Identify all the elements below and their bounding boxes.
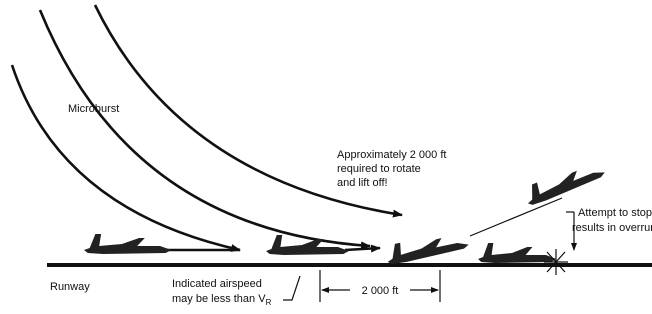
runway-label: Runway bbox=[50, 281, 90, 293]
subscript: R bbox=[266, 298, 272, 307]
airplane bbox=[522, 158, 606, 208]
runway bbox=[47, 263, 652, 267]
airplane bbox=[84, 234, 171, 254]
note-text: may be less than V bbox=[172, 293, 266, 305]
crash-burst bbox=[544, 249, 568, 275]
note-line: results in overrun bbox=[572, 222, 652, 234]
page: 2 000 ft Microburst Approximately 2 000 … bbox=[0, 0, 652, 314]
microburst-label: Microburst bbox=[68, 103, 119, 115]
climb-path bbox=[470, 198, 562, 236]
distance-label: 2 000 ft bbox=[362, 285, 399, 297]
note-line: Approximately 2 000 ft bbox=[337, 149, 446, 161]
diagram: 2 000 ft Microburst Approximately 2 000 … bbox=[0, 0, 652, 314]
leader-line bbox=[283, 276, 300, 300]
note-line: and lift off! bbox=[337, 177, 388, 189]
airplane bbox=[478, 243, 556, 263]
wind-curve bbox=[40, 10, 370, 246]
note-line: Indicated airspeed bbox=[172, 278, 262, 290]
wind-curve bbox=[12, 65, 240, 250]
airplane bbox=[384, 229, 469, 266]
note-line: Attempt to stop bbox=[578, 207, 652, 219]
note-line: may be less than VR bbox=[172, 293, 272, 307]
track-arrow bbox=[345, 248, 380, 250]
note-line: required to rotate bbox=[337, 163, 421, 175]
